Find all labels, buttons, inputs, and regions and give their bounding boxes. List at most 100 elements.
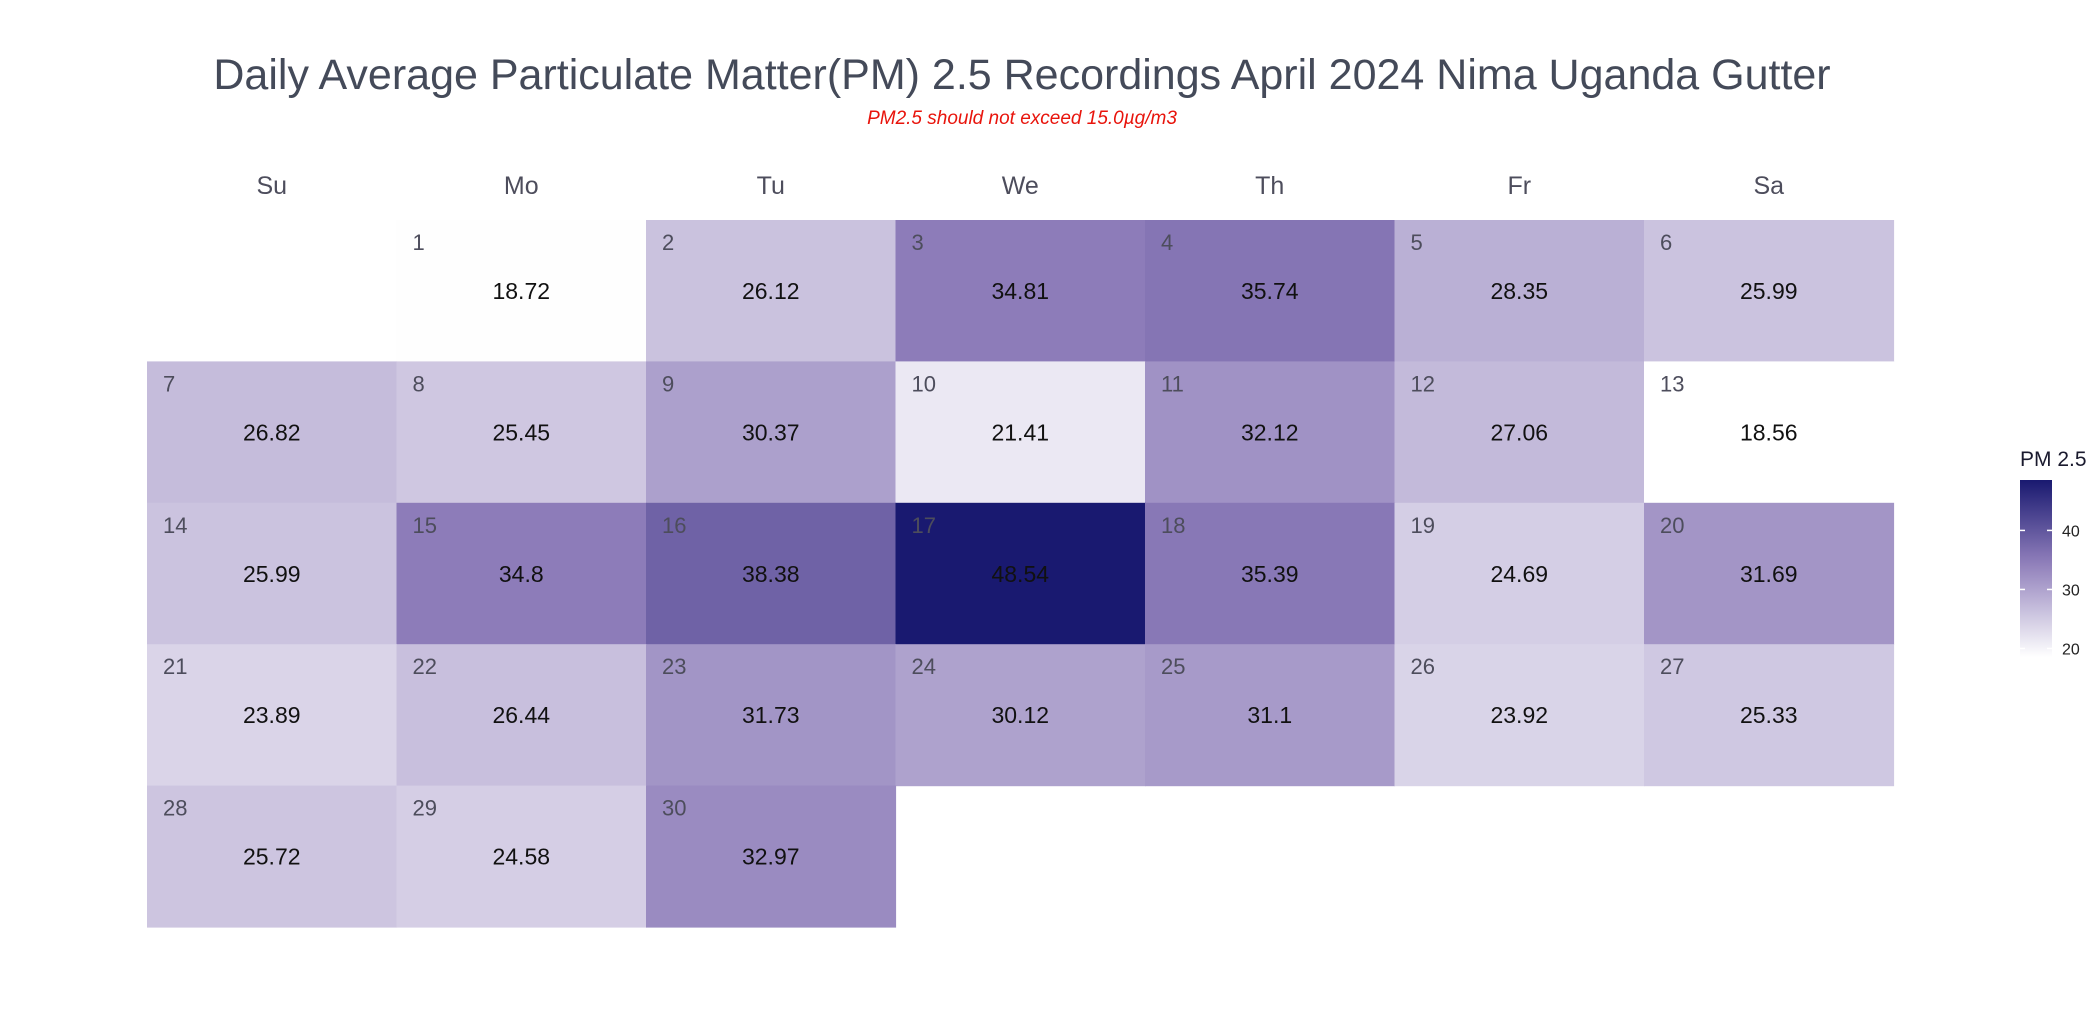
day-number: 10 <box>912 371 936 396</box>
day-number: 1 <box>413 230 425 255</box>
day-value-label: 25.33 <box>1740 702 1798 728</box>
day-cell <box>1644 502 1895 645</box>
day-cell <box>147 644 398 787</box>
day-cell <box>1394 361 1645 504</box>
day-cell <box>895 361 1146 504</box>
calendar-cells: 1 18.72 2 26.12 3 34.81 4 35.74 5 28.35 6 25.99 7 26.… <box>147 220 1895 928</box>
day-value-label: 32.97 <box>742 844 800 870</box>
day-value-label: 24.69 <box>1490 561 1548 587</box>
day-value-label: 26.44 <box>492 702 550 728</box>
day-value-label: 28.35 <box>1490 278 1548 304</box>
day-value-label: 31.1 <box>1247 702 1292 728</box>
day-number: 17 <box>912 513 936 538</box>
day-value-label: 38.38 <box>742 561 800 587</box>
day-value-label: 25.99 <box>243 561 301 587</box>
day-cell <box>895 502 1146 645</box>
day-cell <box>895 220 1146 362</box>
day-cell <box>396 785 647 928</box>
day-value-label: 25.45 <box>492 419 550 445</box>
day-number: 18 <box>1161 513 1185 538</box>
day-number: 4 <box>1161 230 1173 255</box>
day-number: 23 <box>662 654 686 679</box>
day-number: 24 <box>912 654 936 679</box>
day-cell <box>1644 361 1895 504</box>
day-cell <box>646 220 897 362</box>
legend-tick-label: 20 <box>2062 641 2080 658</box>
day-cell <box>1644 220 1895 362</box>
day-value-label: 48.54 <box>991 561 1049 587</box>
weekday-label-we: We <box>1002 172 1039 200</box>
day-number: 5 <box>1411 230 1423 255</box>
day-number: 25 <box>1161 654 1185 679</box>
day-cell <box>1145 644 1396 787</box>
day-value-label: 31.69 <box>1740 561 1798 587</box>
day-value-label: 26.12 <box>742 278 800 304</box>
day-cell <box>147 502 398 645</box>
day-number: 29 <box>413 796 437 821</box>
weekday-label-sa: Sa <box>1753 172 1784 200</box>
legend-tick-label: 30 <box>2062 582 2080 599</box>
day-value-label: 26.82 <box>243 419 301 445</box>
day-cell <box>1145 361 1396 504</box>
day-number: 9 <box>662 371 674 396</box>
day-cell <box>396 220 647 362</box>
day-value-label: 35.74 <box>1241 278 1299 304</box>
day-number: 11 <box>1161 371 1184 396</box>
day-cell <box>1644 644 1895 787</box>
weekday-label-mo: Mo <box>504 172 539 200</box>
day-cell <box>646 644 897 787</box>
day-value-label: 23.92 <box>1490 702 1548 728</box>
day-number: 2 <box>662 230 674 255</box>
weekday-header: Su Mo Tu We Th Fr Sa <box>256 172 1784 200</box>
day-cell <box>1145 502 1396 645</box>
day-cell <box>1394 644 1645 787</box>
day-value-label: 30.37 <box>742 419 800 445</box>
day-value-label: 25.99 <box>1740 278 1798 304</box>
day-number: 8 <box>413 371 425 396</box>
day-value-label: 24.58 <box>492 844 550 870</box>
day-cell <box>646 785 897 928</box>
weekday-label-th: Th <box>1255 172 1284 200</box>
weekday-label-fr: Fr <box>1507 172 1531 200</box>
day-value-label: 25.72 <box>243 844 301 870</box>
day-value-label: 32.12 <box>1241 419 1299 445</box>
chart-subtitle: PM2.5 should not exceed 15.0µg/m3 <box>867 108 1177 129</box>
chart-title: Daily Average Particulate Matter(PM) 2.5… <box>213 51 1830 99</box>
day-cell <box>147 361 398 504</box>
day-number: 7 <box>163 371 175 396</box>
day-number: 3 <box>912 230 924 255</box>
day-value-label: 34.81 <box>991 278 1049 304</box>
day-number: 21 <box>163 654 187 679</box>
day-value-label: 18.72 <box>492 278 550 304</box>
day-number: 27 <box>1660 654 1684 679</box>
day-value-label: 21.41 <box>991 419 1049 445</box>
day-cell <box>1394 220 1645 362</box>
day-value-label: 31.73 <box>742 702 800 728</box>
weekday-label-su: Su <box>256 172 287 200</box>
weekday-label-tu: Tu <box>757 172 785 200</box>
day-number: 26 <box>1411 654 1435 679</box>
day-number: 6 <box>1660 230 1672 255</box>
day-cell <box>1145 220 1396 362</box>
day-cell <box>396 361 647 504</box>
day-value-label: 34.8 <box>499 561 544 587</box>
day-value-label: 35.39 <box>1241 561 1299 587</box>
day-number: 22 <box>413 654 437 679</box>
day-number: 15 <box>413 513 437 538</box>
day-value-label: 23.89 <box>243 702 301 728</box>
day-value-label: 30.12 <box>991 702 1049 728</box>
day-cell <box>147 785 398 928</box>
day-cell <box>895 644 1146 787</box>
day-number: 19 <box>1411 513 1435 538</box>
legend-title: PM 2.5 <box>2020 448 2087 471</box>
day-number: 20 <box>1660 513 1684 538</box>
day-cell <box>396 644 647 787</box>
day-cell <box>646 361 897 504</box>
color-legend: PM 2.5 20 30 40 <box>2020 448 2087 658</box>
day-value-label: 18.56 <box>1740 419 1798 445</box>
day-cell <box>396 502 647 645</box>
day-number: 28 <box>163 796 187 821</box>
day-cell <box>1394 502 1645 645</box>
legend-tick-label: 40 <box>2062 523 2080 540</box>
